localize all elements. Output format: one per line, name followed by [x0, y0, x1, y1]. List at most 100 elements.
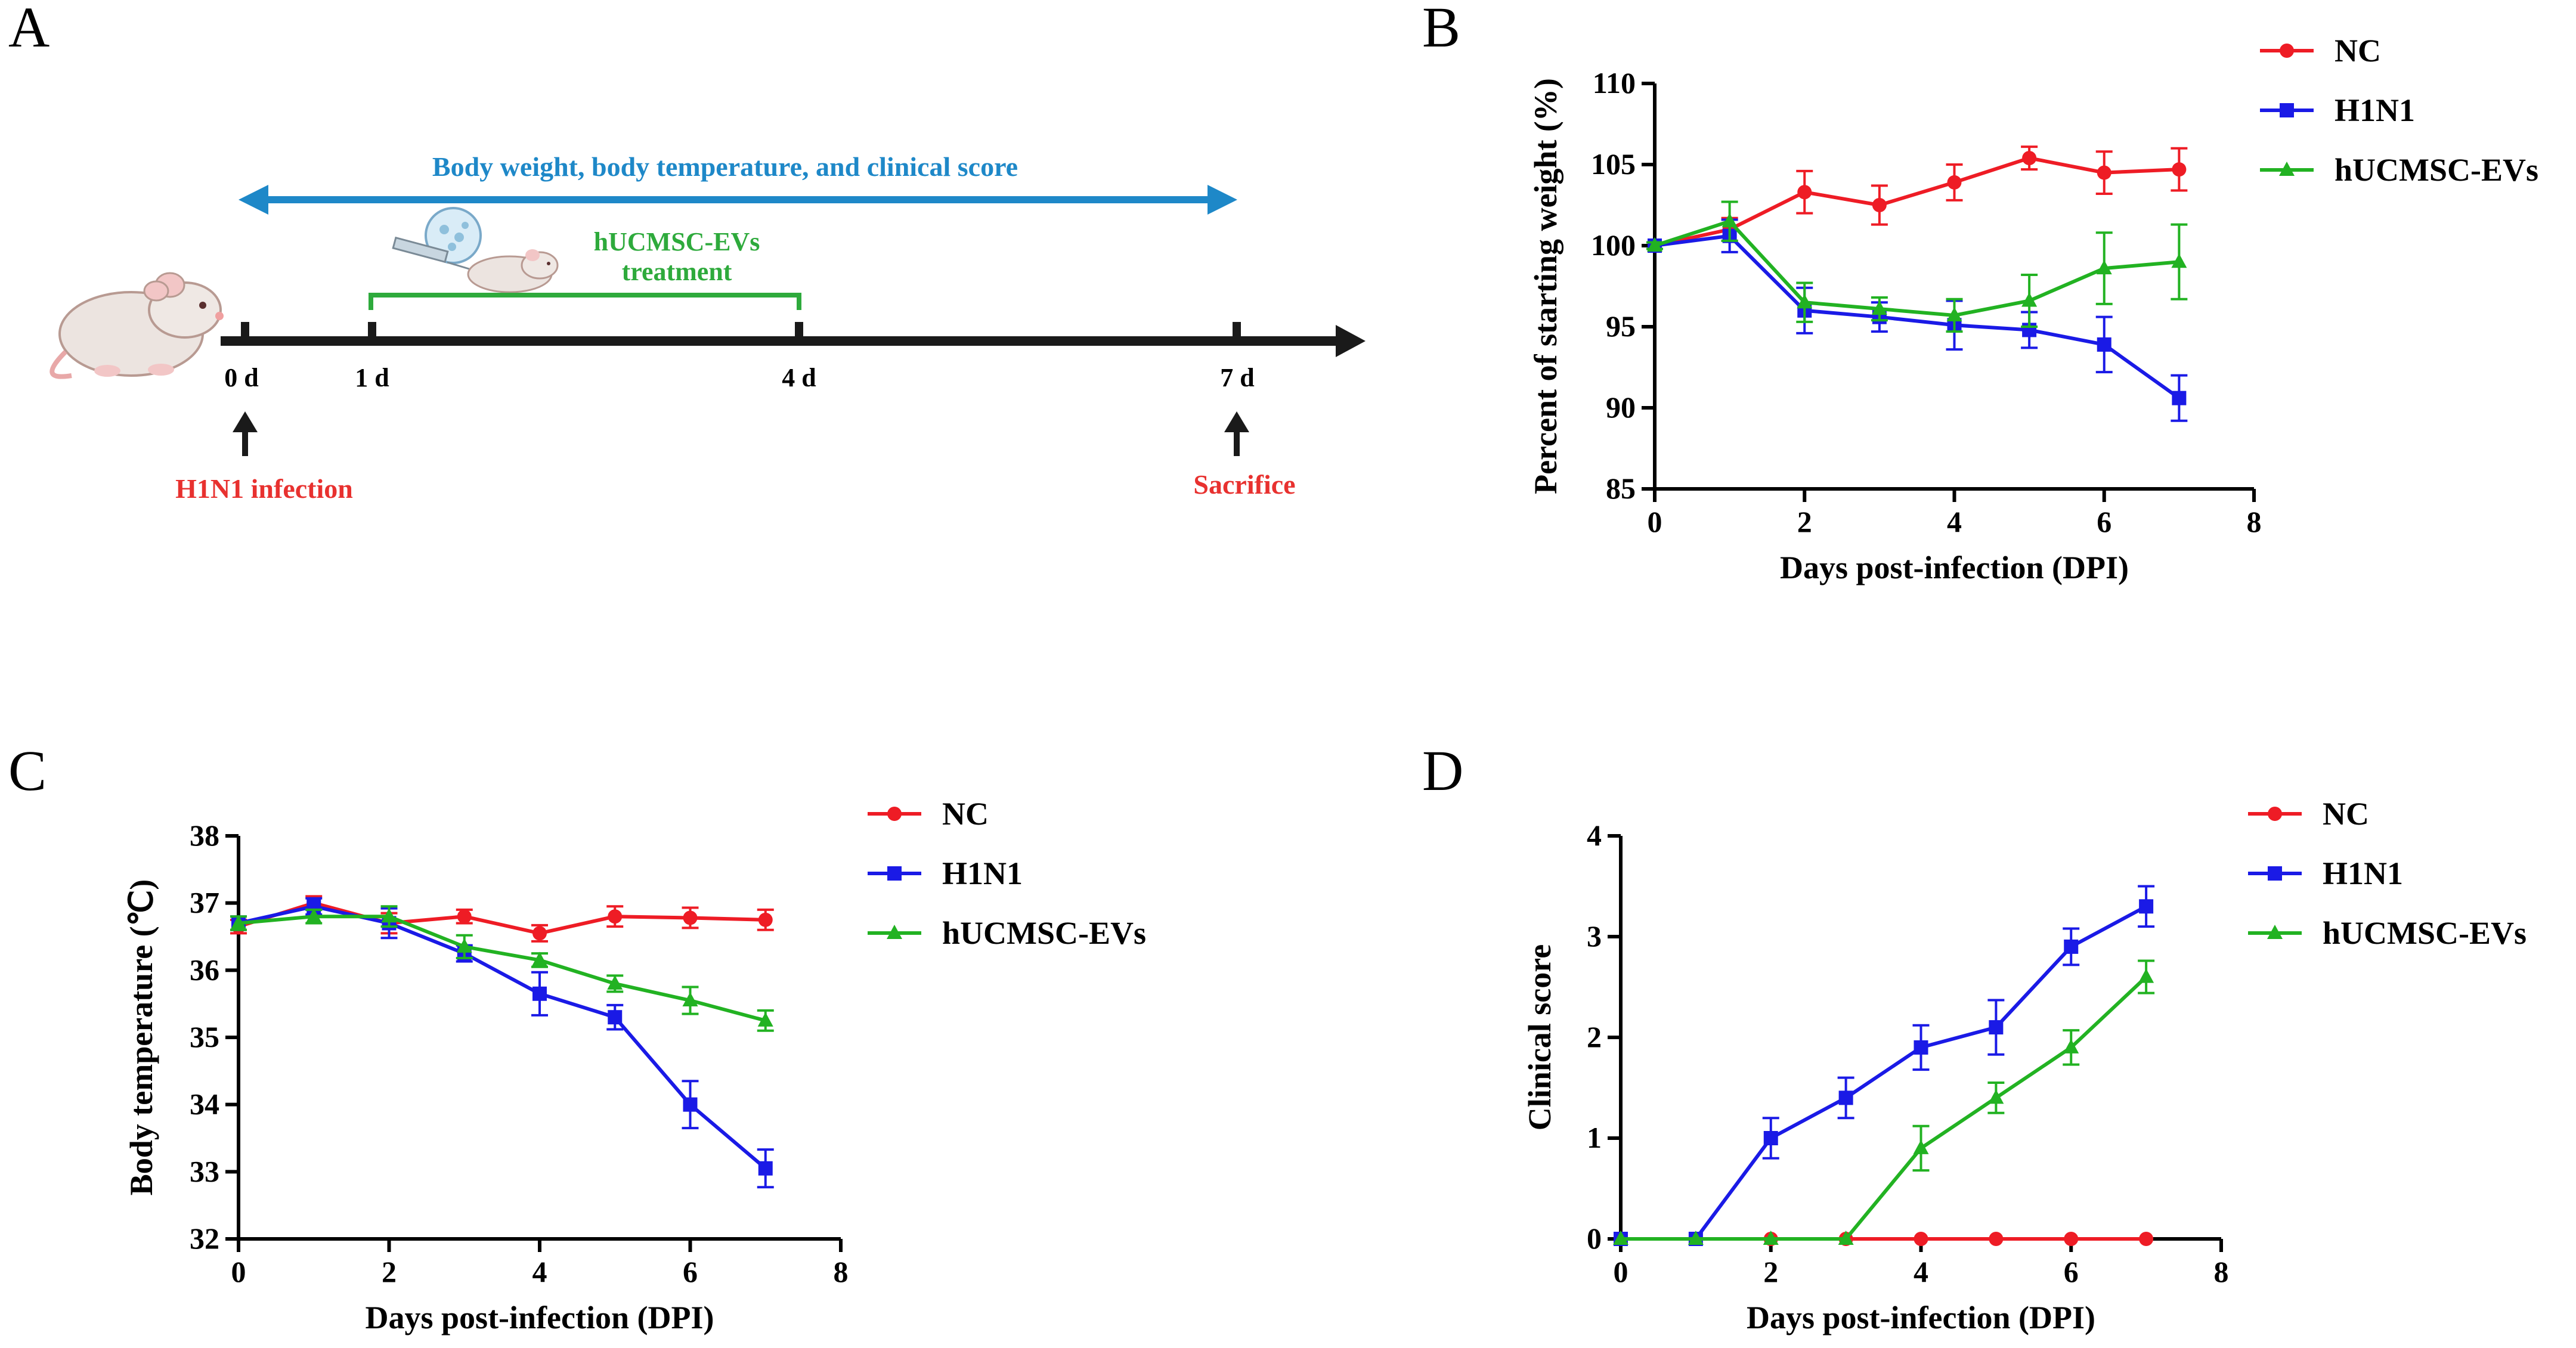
chart-b-point-hucmsc-evs	[2021, 292, 2038, 307]
chart-d-point-hucmsc-evs	[1988, 1089, 2004, 1104]
chart-c-ytick-label: 37	[190, 886, 219, 919]
chart-b-weight: 85 90 95 100 105 110 0 2 4 6 8 Days post-infection …	[1528, 33, 2538, 585]
chart-d-point-hucmsc-evs	[1913, 1139, 1929, 1154]
chart-b-ytick-label: 85	[1606, 472, 1636, 505]
chart-c-legend-marker-h1n1	[887, 866, 902, 881]
chart-b-point-nc	[1872, 198, 1887, 212]
timeline-label-1d: 1 d	[355, 363, 389, 392]
chart-b-point-nc	[1797, 185, 1812, 200]
chart-d-legend-label-nc: NC	[2323, 796, 2369, 832]
panel-a-letter: A	[8, 0, 49, 59]
chart-c-legend-label-hucmsc-evs: hUCMSC-EVs	[942, 915, 1146, 951]
chart-b-ytick-label: 95	[1606, 309, 1636, 343]
chart-b-legend-label-hucmsc-evs: hUCMSC-EVs	[2334, 152, 2538, 188]
chart-c-ylabel: Body temperature (℃)	[123, 879, 159, 1196]
chart-b-series-line-h1n1	[1654, 234, 2181, 400]
chart-c-point-hucmsc-evs	[456, 938, 472, 953]
chart-d-point-nc	[2064, 1232, 2079, 1246]
chart-c-point-nc	[457, 909, 472, 924]
chart-d-clinical-score: 0 1 2 3 4 0 2 4 6 8 Days post-infection (DPI) Clini…	[1522, 796, 2527, 1335]
chart-b-legend-marker-nc	[2280, 44, 2294, 58]
chart-d-point-hucmsc-evs	[1613, 1231, 1628, 1245]
chart-d-ytick-label: 4	[1587, 819, 1602, 852]
treatment-bracket	[369, 293, 801, 310]
chart-b-point-hucmsc-evs	[2096, 260, 2112, 275]
timeline-label-0d: 0 d	[224, 363, 258, 392]
chart-c-point-h1n1	[608, 1010, 623, 1025]
chart-c-legend-label-nc: NC	[942, 796, 989, 832]
timeline-arrow-head	[1336, 325, 1366, 357]
chart-b-xtick-label: 8	[2247, 505, 2262, 538]
chart-d-xtick-label: 8	[2214, 1255, 2229, 1288]
timeline-label-4d: 4 d	[782, 363, 816, 392]
chart-c-ytick-label: 33	[190, 1154, 219, 1188]
chart-c-temperature: 32 33 34 35 36 37 38 0 2 4 6 8 Days post-infection (…	[123, 796, 1146, 1335]
chart-c-point-h1n1	[683, 1097, 698, 1112]
chart-b-point-h1n1	[2097, 337, 2111, 352]
chart-b-point-nc	[2022, 151, 2037, 166]
chart-b-ytick-label: 105	[1591, 147, 1636, 181]
chart-c-ytick-label: 36	[190, 953, 219, 986]
chart-d-point-nc	[2139, 1232, 2154, 1246]
chart-d-point-nc	[1914, 1232, 1928, 1246]
chart-c-point-nc	[608, 909, 623, 924]
chart-d-xtick-label: 4	[1914, 1255, 1928, 1288]
chart-d-xtick-label: 6	[2064, 1255, 2079, 1288]
chart-d-point-h1n1	[2139, 899, 2154, 914]
chart-c-series-line-h1n1	[238, 904, 767, 1170]
treatment-label-line1: hUCMSC-EVs	[594, 227, 760, 256]
panel-c-letter: C	[8, 739, 47, 802]
chart-d-point-h1n1	[2064, 939, 2079, 954]
chart-d-point-hucmsc-evs	[1688, 1231, 1704, 1245]
chart-b-legend-label-nc: NC	[2334, 33, 2381, 69]
chart-c-xlabel: Days post-infection (DPI)	[366, 1300, 714, 1335]
chart-d-legend-marker-nc	[2268, 807, 2282, 821]
chart-c-point-nc	[758, 912, 773, 927]
timeline-tick-7d	[1233, 322, 1241, 341]
chart-c-ytick-label: 35	[190, 1020, 219, 1053]
chart-b-xtick-label: 4	[1947, 505, 1962, 538]
chart-b-xtick-label: 6	[2097, 505, 2111, 538]
timeline-tick-4d	[795, 322, 803, 341]
chart-b-series-line-hucmsc-evs	[1654, 219, 2179, 317]
chart-d-ylabel: Clinical score	[1522, 944, 1558, 1130]
chart-b-ytick-label: 110	[1593, 66, 1636, 100]
chart-c-point-hucmsc-evs	[381, 908, 397, 923]
chart-c-legend-marker-hucmsc-evs	[887, 925, 902, 939]
chart-d-point-h1n1	[1989, 1020, 2004, 1035]
chart-c-xtick-label: 4	[532, 1255, 547, 1288]
chart-c-ytick-label: 38	[190, 819, 219, 852]
treatment-illustration	[392, 207, 559, 293]
panel-a-timeline: A Body weight, body temperature, and cli…	[8, 0, 1366, 504]
chart-d-ytick-label: 2	[1587, 1020, 1602, 1053]
chart-d-point-hucmsc-evs	[1763, 1231, 1779, 1245]
chart-c-series-line-hucmsc-evs	[238, 915, 766, 1022]
chart-c-xtick-label: 2	[382, 1255, 397, 1288]
chart-b-point-hucmsc-evs	[1871, 300, 1887, 315]
timeline-label-7d: 7 d	[1220, 363, 1254, 392]
chart-d-point-h1n1	[1838, 1090, 1853, 1105]
chart-d-ytick-label: 1	[1587, 1121, 1602, 1154]
chart-c-xtick-label: 8	[834, 1255, 849, 1288]
chart-c-point-hucmsc-evs	[757, 1012, 773, 1027]
chart-b-xtick-label: 0	[1648, 505, 1662, 538]
chart-b-point-hucmsc-evs	[1647, 237, 1662, 252]
chart-d-ytick-label: 0	[1587, 1222, 1602, 1255]
chart-c-point-h1n1	[758, 1161, 773, 1176]
chart-c-point-hucmsc-evs	[532, 952, 547, 966]
chart-c-point-nc	[532, 926, 547, 941]
chart-d-legend-label-hucmsc-evs: hUCMSC-EVs	[2323, 915, 2527, 951]
chart-b-xlabel: Days post-infection (DPI)	[1780, 550, 2129, 585]
panel-d-letter: D	[1422, 739, 1463, 802]
chart-c-legend-marker-nc	[887, 807, 902, 821]
chart-d-point-hucmsc-evs	[2063, 1039, 2079, 1053]
chart-b-xtick-label: 2	[1797, 505, 1812, 538]
sacrifice-arrow-head	[1224, 411, 1249, 432]
chart-b-point-hucmsc-evs	[2171, 253, 2187, 268]
chart-b-point-hucmsc-evs	[1722, 213, 1738, 228]
treatment-label-line2: treatment	[622, 257, 732, 286]
chart-d-point-h1n1	[1914, 1040, 1928, 1055]
chart-d-legend-marker-hucmsc-evs	[2267, 925, 2283, 939]
timeline-tick-0d	[241, 322, 249, 341]
